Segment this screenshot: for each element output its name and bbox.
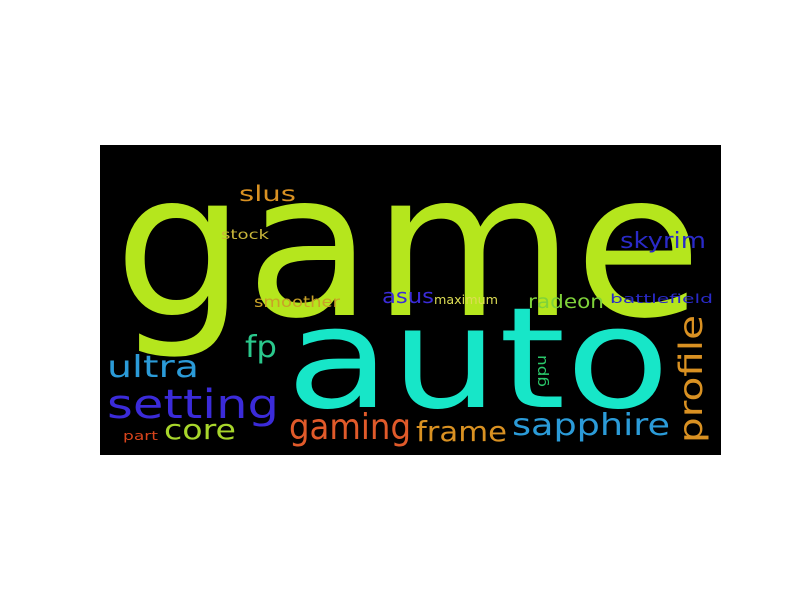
word-cloud-panel: game auto setting gaming sapphire frame … [100,145,721,455]
word-asus: asus [382,284,434,308]
word-gaming: gaming [289,407,411,448]
word-skyrim: skyrim [620,229,706,254]
word-gpu: gpu [534,355,550,387]
word-game: game [114,145,702,363]
word-setting: setting [107,382,279,428]
word-slus: slus [239,182,296,206]
word-smoother: smoother [254,293,341,311]
word-cloud: game auto setting gaming sapphire frame … [100,145,721,455]
word-maximum: maximum [434,293,498,307]
word-ultra: ultra [107,350,199,385]
word-fp: fp [245,330,277,365]
word-radeon: radeon [528,291,604,313]
word-sapphire: sapphire [512,408,670,443]
word-cloud-background [100,145,721,455]
word-core: core [164,413,236,446]
word-part: part [123,429,158,443]
word-battlefield: battlefield [610,292,713,306]
word-frame: frame [416,415,507,448]
word-auto: auto [286,278,670,441]
word-stock: stock [221,228,270,243]
word-profile: profile [672,315,710,443]
